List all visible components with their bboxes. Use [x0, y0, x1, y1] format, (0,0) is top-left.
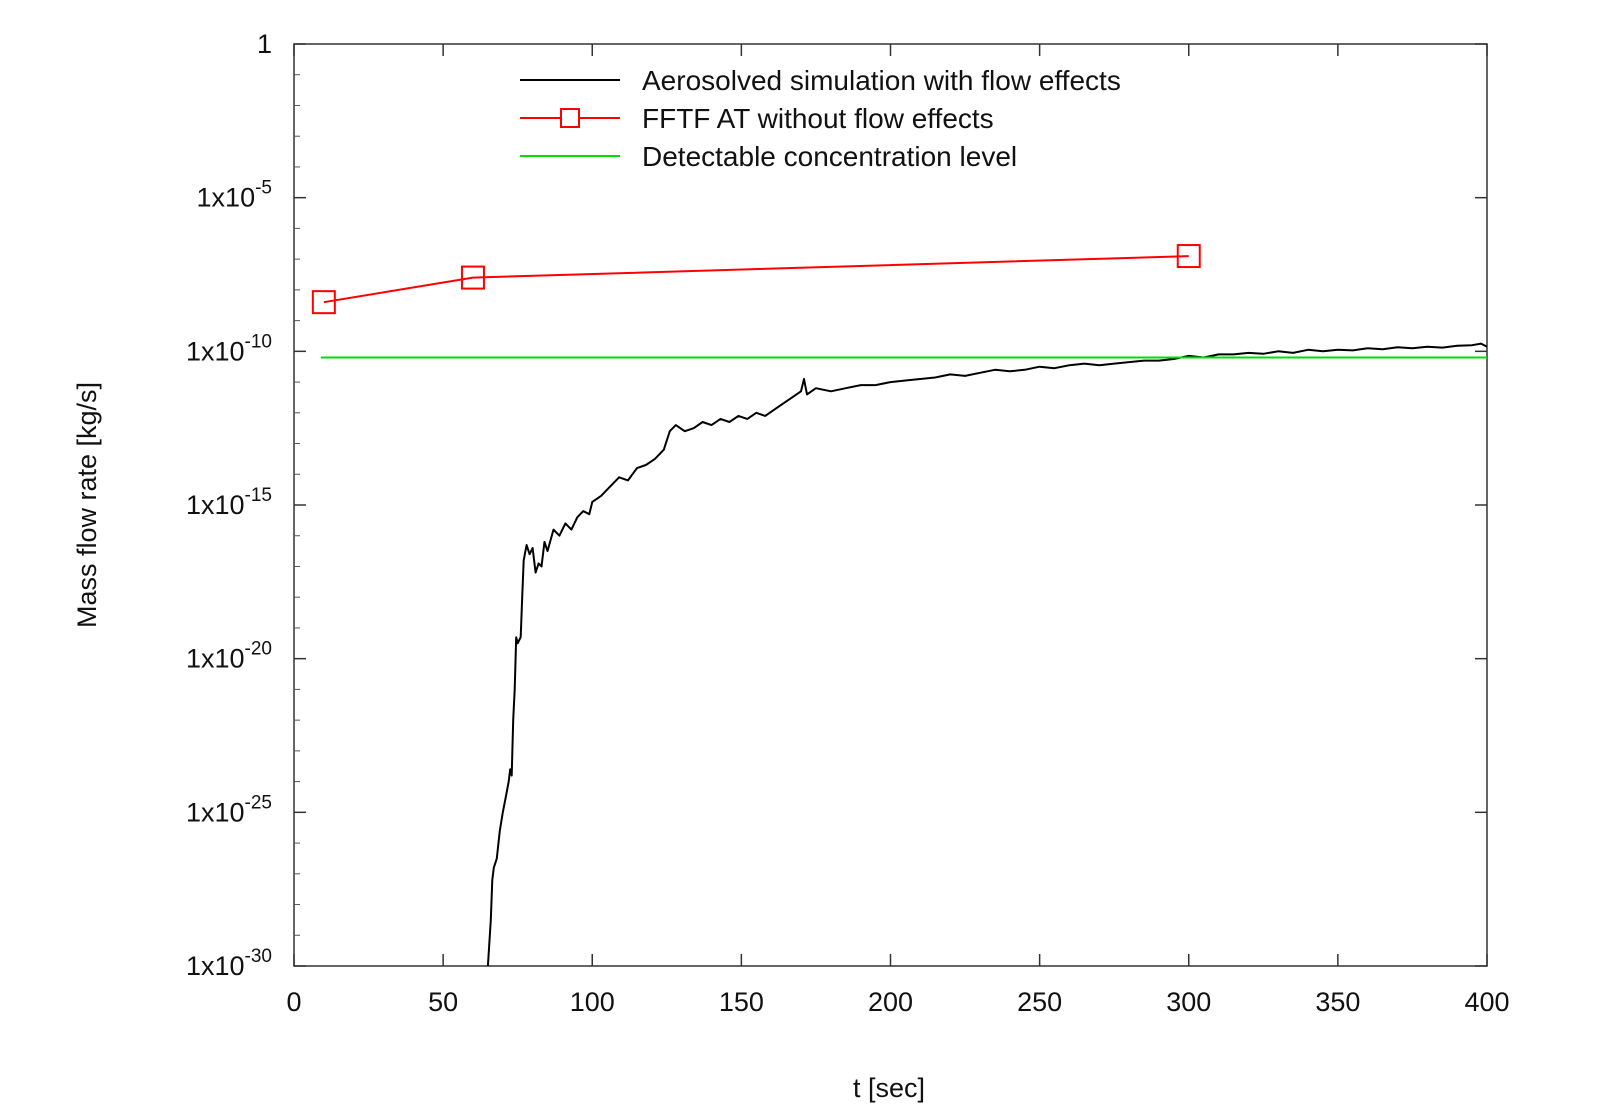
y-tick-label: 1x10-15: [186, 485, 272, 520]
x-tick-label: 300: [1166, 987, 1211, 1017]
data-point-square: [1176, 244, 1201, 269]
legend-item-fftf-at-without-flow-effects: FFTF AT without flow effects: [520, 103, 994, 134]
legend-marker-square: [560, 108, 580, 128]
series-line-aerosolved-simulation-with-flow-effects: [486, 342, 1488, 967]
x-tick-label: 200: [868, 987, 913, 1017]
x-tick-label: 150: [719, 987, 764, 1017]
x-tick-label: 400: [1464, 987, 1509, 1017]
legend-item-aerosolved-simulation-with-flow-effects: Aerosolved simulation with flow effects: [520, 65, 1121, 96]
x-tick-label: 350: [1315, 987, 1360, 1017]
x-tick-label: 250: [1017, 987, 1062, 1017]
y-tick-label: 1: [257, 29, 272, 59]
x-axis-label: t [sec]: [853, 1073, 925, 1103]
y-axis-label: Mass flow rate [kg/s]: [72, 382, 102, 628]
y-tick-label: 1x10-5: [197, 178, 272, 213]
axis-labels: t [sec] Mass flow rate [kg/s]: [72, 382, 925, 1103]
y-tick-label: 1x10-20: [186, 639, 272, 674]
y-tick-label: 1x10-30: [186, 946, 272, 981]
x-tick-label: 0: [286, 987, 301, 1017]
y-tick-label: 1x10-25: [186, 792, 272, 827]
data-point-square: [311, 290, 336, 315]
legend-label: FFTF AT without flow effects: [642, 103, 994, 134]
x-tick-label: 100: [570, 987, 615, 1017]
plot-area-border: [293, 43, 1488, 967]
data-point-square: [460, 265, 485, 290]
legend-label: Aerosolved simulation with flow effects: [642, 65, 1121, 96]
ticks-layer: 0 50 100 150 200 250 300 350 400 1 1x10-5 1x10-10 1x…: [186, 29, 1510, 1017]
x-tick-label: 50: [428, 987, 458, 1017]
legend: Aerosolved simulation with flow effects F…: [520, 65, 1121, 172]
y-tick-label: 1x10-10: [186, 331, 272, 366]
legend-label: Detectable concentration level: [642, 141, 1017, 172]
series-layer: [311, 244, 1488, 967]
plot-frame: [293, 43, 1488, 967]
legend-item-detectable-concentration-level: Detectable concentration level: [520, 141, 1017, 172]
series-line-fftf-at-without-flow-effects: [323, 255, 1189, 304]
